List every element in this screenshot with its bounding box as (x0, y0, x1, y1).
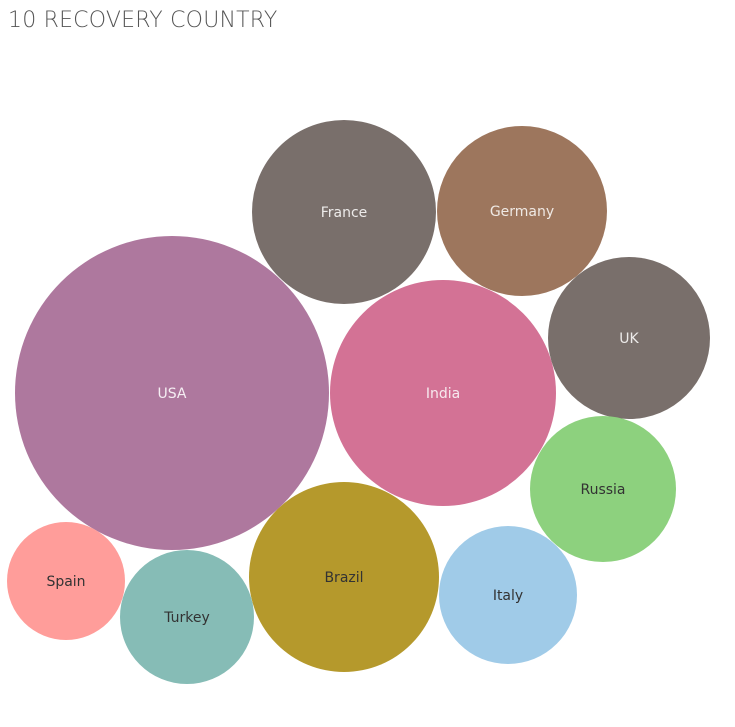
bubble-label-france: France (321, 205, 368, 221)
bubble-label-turkey: Turkey (163, 610, 210, 626)
bubbles-group: USA India France Germany UK Brazil Russia Italy… (7, 120, 710, 684)
bubble-label-usa: USA (158, 386, 187, 402)
bubble-usa[interactable] (15, 236, 329, 550)
bubble-india[interactable] (330, 280, 556, 506)
bubble-uk[interactable] (548, 257, 710, 419)
bubble-label-uk: UK (619, 331, 639, 347)
bubble-germany[interactable] (437, 126, 607, 296)
bubble-spain[interactable] (7, 522, 125, 640)
bubble-label-germany: Germany (490, 204, 554, 220)
bubble-brazil[interactable] (249, 482, 439, 672)
bubble-label-india: India (426, 386, 460, 402)
bubble-france[interactable] (252, 120, 436, 304)
bubble-label-italy: Italy (493, 588, 523, 604)
bubble-label-spain: Spain (46, 574, 85, 590)
bubble-russia[interactable] (530, 416, 676, 562)
bubble-turkey[interactable] (120, 550, 254, 684)
bubble-label-brazil: Brazil (324, 570, 363, 586)
bubble-label-russia: Russia (580, 482, 625, 498)
chart-title: 10 RECOVERY COUNTRY (8, 8, 278, 33)
bubble-italy[interactable] (439, 526, 577, 664)
